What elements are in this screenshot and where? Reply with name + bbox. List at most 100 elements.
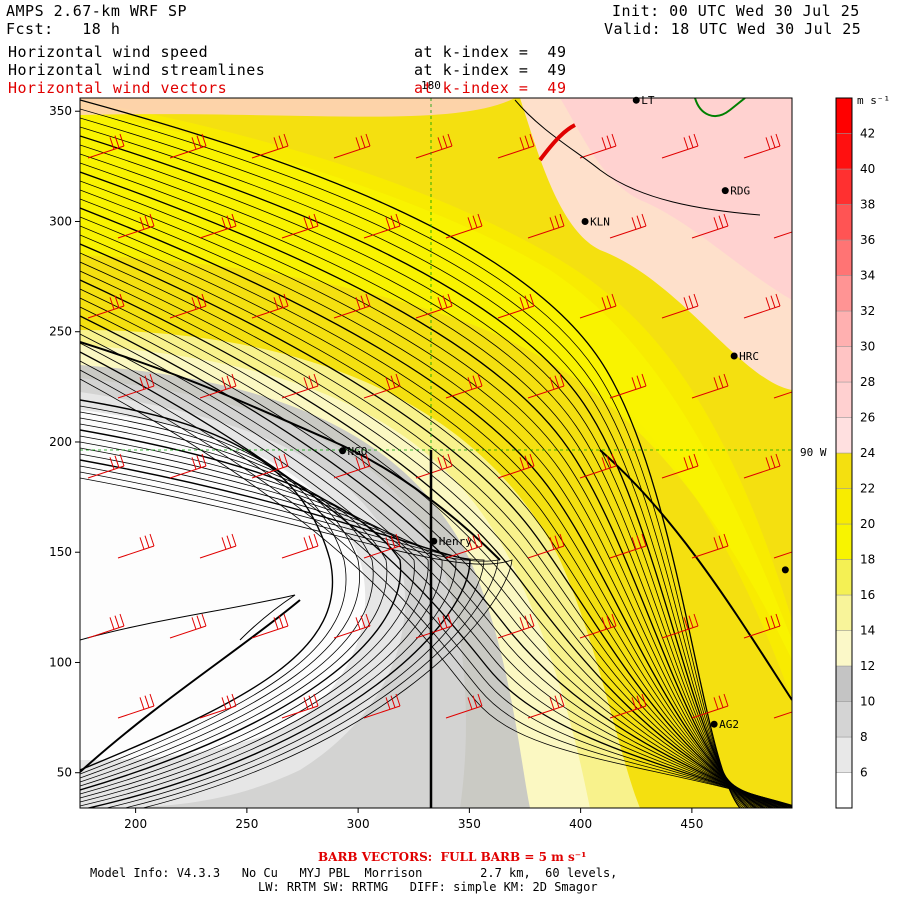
barb-feather (191, 297, 197, 310)
barb-shaft (497, 145, 535, 159)
barb-feather (303, 377, 309, 390)
barb-feather (313, 533, 319, 547)
wind-barb (87, 453, 125, 479)
colorbar-swatch (835, 381, 853, 418)
barb-feather (385, 377, 391, 390)
barb-shaft (87, 625, 125, 639)
barb-feather (144, 695, 150, 708)
colorbar-tick-label: 12 (860, 659, 875, 673)
barb-shaft (445, 385, 483, 399)
barb-shaft (415, 625, 453, 639)
barb-feather (683, 137, 689, 150)
barb-feather (606, 135, 612, 148)
wind-barb (743, 613, 781, 639)
colorbar-swatch (835, 310, 853, 347)
barb-feather (796, 217, 800, 229)
barb-feather (770, 295, 776, 308)
y-tick-label: 100 (49, 655, 72, 669)
barb-feather (231, 693, 237, 707)
barb-feather (365, 133, 371, 147)
barb-feather (636, 695, 642, 708)
barb-feather (723, 213, 729, 227)
barb-shaft (773, 711, 792, 719)
barb-feather (467, 537, 473, 550)
barb-feather (519, 617, 525, 630)
streamline (80, 333, 792, 808)
streamline-trough (80, 453, 457, 807)
barb-feather (201, 133, 207, 147)
y-tick-label: 350 (49, 104, 72, 118)
field-2-level: at k-index = 49 (414, 61, 567, 79)
barb-feather (149, 213, 155, 227)
streamline-trough (80, 447, 443, 803)
barb-feather (139, 537, 145, 550)
barb-feather (524, 135, 530, 148)
wind-barb (169, 133, 207, 159)
wind-barb (87, 133, 125, 159)
barb-feather (447, 613, 453, 627)
streamline (80, 126, 747, 808)
barb-feather (472, 375, 478, 388)
barb-feather (221, 377, 227, 390)
colorbar-tick-label: 24 (860, 446, 875, 460)
barb-feather (226, 535, 232, 548)
barb-feather (109, 297, 115, 310)
barb-feather (119, 613, 125, 627)
barb-feather (519, 137, 525, 150)
wind-barb (527, 693, 565, 719)
colorbar-tick-label: 26 (860, 411, 875, 425)
colorbar-tick-label: 8 (860, 730, 868, 744)
barb-shaft (579, 625, 617, 639)
x-tick-label: 250 (235, 817, 258, 831)
barb-feather (631, 537, 637, 550)
barb-shaft (497, 625, 535, 639)
x-tick-label: 450 (680, 817, 703, 831)
streamline-trough (80, 399, 334, 771)
wind-barb (527, 533, 565, 559)
barb-shaft (117, 385, 155, 399)
wind-barb (445, 373, 483, 399)
station-marker (430, 537, 438, 545)
y-tick-label: 250 (49, 325, 72, 339)
wind-barb (743, 293, 781, 319)
barb-shaft (87, 465, 125, 479)
wind-barb (333, 293, 371, 319)
barb-shaft (199, 385, 237, 399)
barb-feather (524, 615, 530, 628)
barb-feather (801, 696, 805, 708)
barb-feather (196, 455, 202, 468)
barb-shaft (773, 231, 792, 239)
barb-shaft (527, 385, 565, 399)
barb-shaft (497, 305, 535, 319)
y-tick-label: 300 (49, 214, 72, 228)
colorbar-swatch (835, 133, 853, 170)
streamline-trough (80, 417, 374, 783)
barb-shaft (773, 391, 792, 399)
barb-shaft (445, 545, 483, 559)
barb-feather (447, 293, 453, 307)
colorbar-swatch (835, 275, 853, 312)
wind-barb (199, 373, 237, 399)
barb-feather (519, 457, 525, 470)
barb-feather (114, 135, 120, 148)
barb-shaft (281, 225, 319, 239)
wind-barb (117, 693, 155, 719)
y-tick-label: 200 (49, 435, 72, 449)
barb-feather (442, 455, 448, 468)
barb-feather (549, 537, 555, 550)
wind-barb (445, 693, 483, 719)
barb-shaft (363, 385, 401, 399)
barb-feather (119, 453, 125, 467)
barb-feather (641, 213, 647, 227)
wind-barb (579, 293, 617, 319)
station-marker (710, 720, 718, 728)
colorbar-tick-label: 20 (860, 517, 875, 531)
barb-feather (606, 455, 612, 468)
barb-shaft (609, 385, 647, 399)
barb-feather (390, 375, 396, 388)
fcst-value: 18 h (82, 20, 121, 38)
wind-barb (251, 133, 289, 159)
barb-shaft (743, 625, 781, 639)
barb-feather (806, 534, 810, 546)
barb-feather (149, 693, 155, 707)
